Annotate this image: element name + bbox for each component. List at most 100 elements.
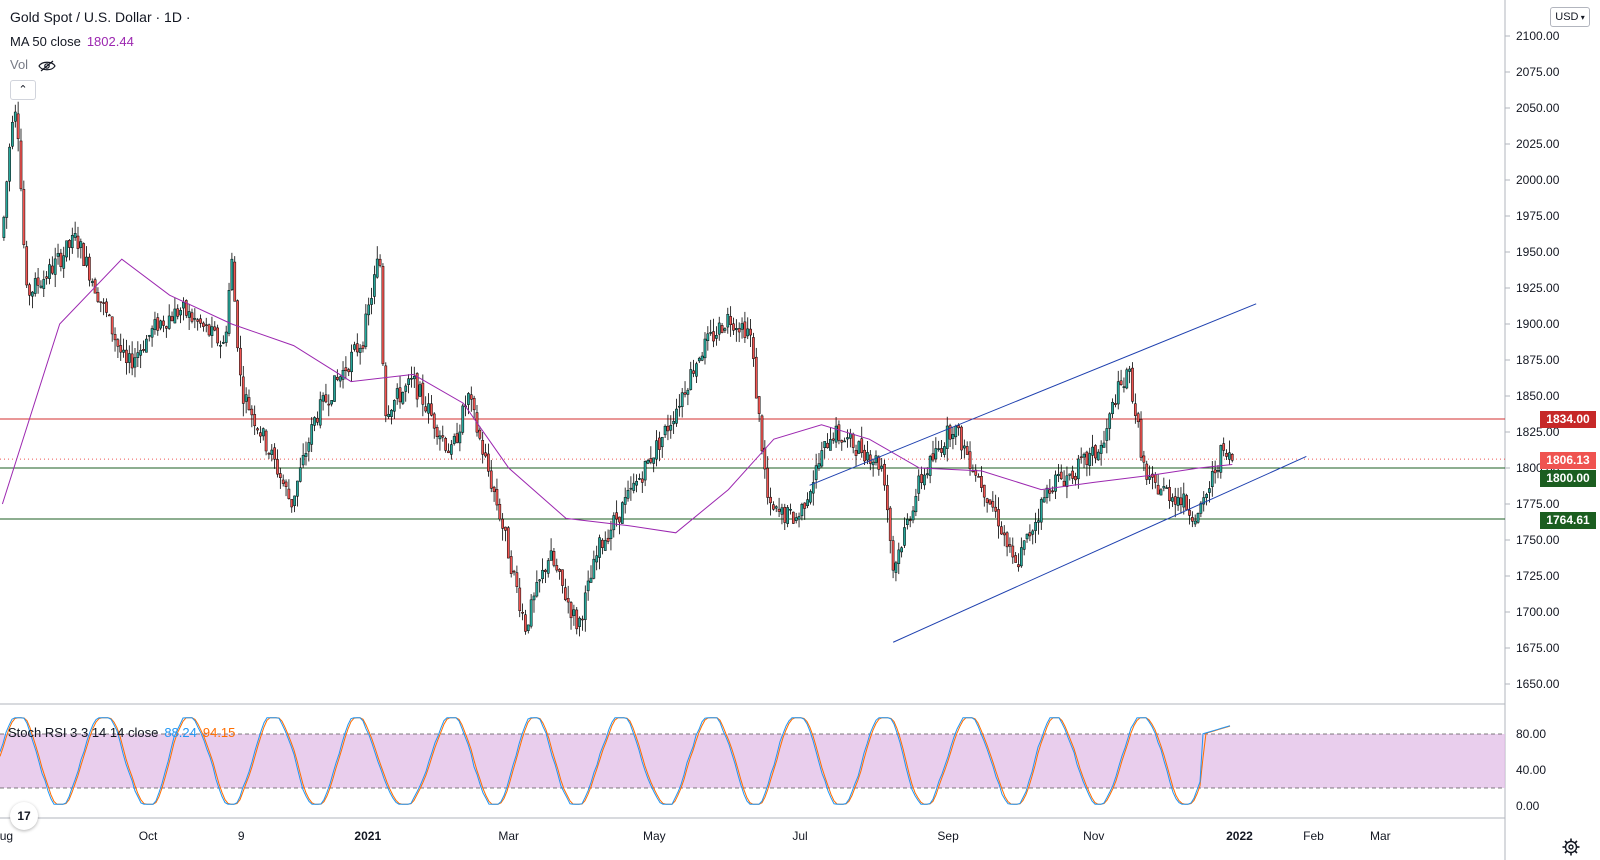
time-tick-label: 2022 (1226, 829, 1253, 843)
candle-body (874, 455, 878, 463)
candle-body (1054, 474, 1057, 492)
candle-body (1094, 445, 1097, 459)
candle-body (449, 444, 453, 455)
candle-body (603, 540, 607, 551)
stoch-d-line (0, 717, 1231, 805)
candle-body (888, 507, 892, 541)
candle-body (1039, 499, 1043, 523)
candle-body (968, 451, 972, 470)
candle-body (1148, 476, 1151, 480)
price-tick-label: 1975.00 (1516, 209, 1560, 223)
candle-body (945, 425, 949, 449)
candle-body (458, 431, 462, 444)
candle-body (355, 343, 359, 353)
candle-body (703, 338, 707, 359)
symbol-title[interactable]: Gold Spot / U.S. Dollar · 1D · (10, 9, 191, 25)
candle-body (732, 323, 735, 331)
stoch-band (0, 734, 1505, 788)
stoch-d-value: 94.15 (202, 725, 236, 740)
collapse-legend-button[interactable]: ⌃ (10, 80, 36, 100)
candle-body (113, 334, 117, 341)
candle-body (943, 446, 946, 455)
candle-body (347, 369, 351, 373)
candle-body (769, 496, 772, 504)
candle-body (1213, 469, 1217, 474)
candle-body (658, 437, 661, 450)
vol-label: Vol (10, 57, 29, 72)
candle-body (82, 243, 86, 266)
candle-body (150, 328, 154, 338)
candle-body (623, 497, 627, 505)
candle-body (50, 265, 54, 274)
candle-body (954, 425, 958, 438)
candle-body (107, 314, 111, 317)
candle-body (335, 376, 339, 380)
stoch-rsi-legend[interactable]: Stoch RSI 3 3 14 14 close 88.24 94.15 (8, 725, 235, 740)
candle-body (1159, 489, 1163, 496)
candle-body (1028, 532, 1032, 537)
candle-body (860, 438, 864, 453)
price-tick-label: 1750.00 (1516, 533, 1560, 547)
candle-body (509, 556, 513, 574)
candle-body (632, 482, 636, 491)
candle-body (695, 363, 698, 377)
price-tick-label: 1650.00 (1516, 677, 1560, 691)
candle-body (11, 121, 14, 147)
candle-body (985, 498, 989, 503)
candle-body (127, 353, 131, 363)
candle-body (250, 408, 254, 416)
candle-body (883, 463, 886, 486)
candle-body (301, 455, 305, 466)
candle-body (980, 476, 983, 488)
candle-body (689, 369, 693, 390)
candle-body (586, 580, 590, 592)
candle-body (1011, 545, 1015, 558)
candle-body (903, 527, 906, 546)
gear-icon[interactable] (1562, 838, 1580, 856)
candle-body (886, 485, 889, 511)
candle-body (960, 426, 963, 451)
candle-body (1171, 497, 1174, 502)
candle-body (635, 480, 638, 486)
candle-body (136, 352, 140, 358)
candle-body (210, 326, 214, 336)
symbol-title-text: Gold Spot / U.S. Dollar · 1D · (10, 9, 191, 25)
candle-body (618, 516, 621, 523)
price-tag-label: 1806.13 (1546, 453, 1590, 467)
candle-body (1139, 419, 1143, 458)
candle-body (310, 424, 314, 445)
candle-body (467, 393, 470, 405)
candle-body (435, 426, 439, 437)
price-tick-label: 1900.00 (1516, 317, 1560, 331)
candle-body (1074, 475, 1077, 481)
candle-body (752, 337, 755, 359)
candle-body (1105, 428, 1109, 441)
candle-body (868, 454, 872, 464)
candle-body (8, 146, 11, 182)
candle-body (877, 456, 881, 470)
eye-hidden-icon[interactable] (38, 60, 56, 72)
candle-body (734, 328, 738, 331)
candle-body (740, 323, 744, 330)
vol-legend[interactable]: Vol (10, 57, 56, 72)
candle-body (410, 377, 413, 380)
candle-body (700, 355, 704, 361)
ma-legend[interactable]: MA 50 close 1802.44 (10, 34, 134, 49)
candle-body (566, 598, 570, 603)
candle-body (1091, 446, 1094, 456)
candle-body (817, 463, 821, 469)
candle-body (1225, 452, 1228, 457)
candle-body (1202, 497, 1206, 505)
candle-body (404, 385, 408, 392)
candle-body (398, 387, 402, 403)
candle-body (569, 602, 573, 619)
candle-body (207, 324, 211, 336)
candle-body (341, 369, 345, 380)
candle-body (581, 618, 584, 621)
chevron-up-icon: ⌃ (18, 84, 28, 96)
currency-selector[interactable]: USD ▾ (1550, 7, 1590, 27)
candle-body (911, 510, 915, 521)
tradingview-logo[interactable]: 17 (10, 802, 38, 830)
candle-body (1059, 471, 1063, 480)
